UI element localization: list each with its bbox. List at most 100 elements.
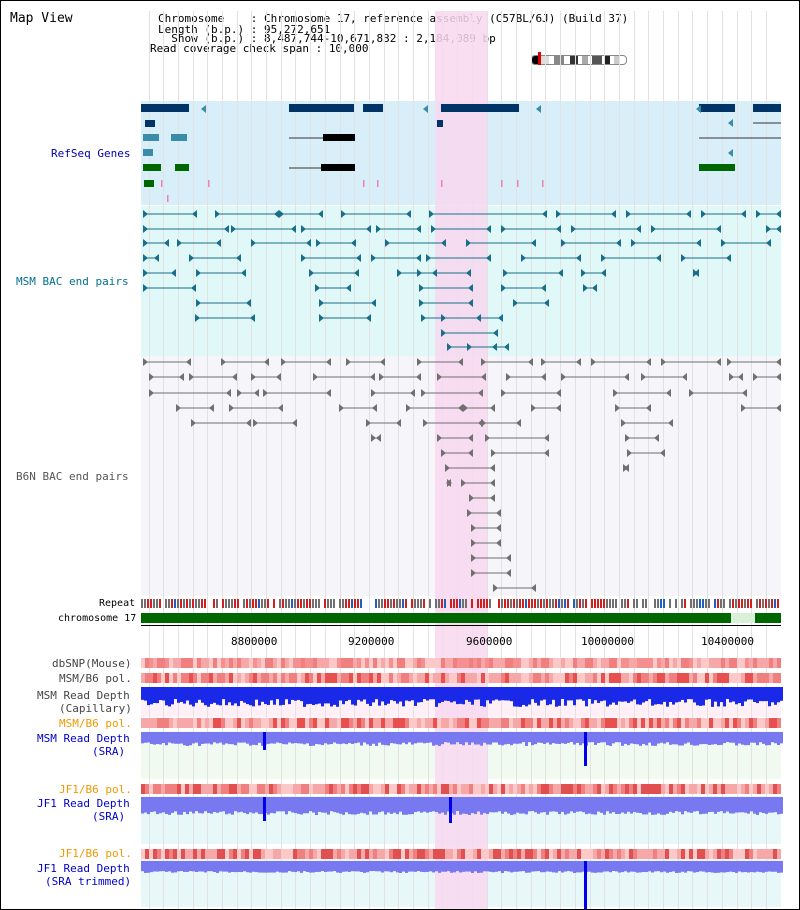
capillary-depth-bar bbox=[534, 687, 537, 703]
dbsnp-cell bbox=[545, 658, 549, 668]
jf1-trimmed-depth-bar bbox=[687, 861, 690, 872]
jf1-pol-cell bbox=[317, 784, 321, 794]
dbsnp-cell bbox=[169, 658, 173, 668]
jf1-pol-cell bbox=[589, 849, 593, 859]
msm-pol-cell bbox=[377, 673, 381, 683]
msm-pol-cell bbox=[321, 718, 325, 728]
jf1-trimmed-depth-bar bbox=[495, 861, 498, 872]
jf1-pol-cell bbox=[497, 784, 501, 794]
capillary-depth-bar bbox=[246, 687, 249, 705]
jf1-trimmed-depth-bar bbox=[270, 861, 273, 873]
msm-pol-cell bbox=[501, 673, 505, 683]
msm-sra-depth-bar bbox=[327, 732, 330, 745]
jf1-pol-cell bbox=[757, 849, 761, 859]
gridline bbox=[310, 11, 311, 909]
bac-end-marker bbox=[490, 404, 495, 412]
repeat-label[interactable]: Repeat bbox=[99, 598, 136, 609]
gene-feature bbox=[289, 104, 354, 112]
bac-end-marker bbox=[613, 389, 618, 397]
gridline bbox=[648, 11, 649, 909]
dbsnp-cell bbox=[449, 658, 453, 668]
capillary-depth-bar bbox=[525, 687, 528, 707]
bac-end-marker bbox=[309, 269, 314, 277]
bac-end-marker bbox=[544, 449, 549, 457]
msm-pol-cell bbox=[257, 673, 261, 683]
dbsnp-label[interactable]: dbSNP(Mouse) bbox=[52, 657, 132, 670]
capillary-depth-bar bbox=[372, 687, 375, 703]
msm-sra-depth-bar bbox=[414, 732, 417, 744]
jf1-read-depth-sra-label[interactable]: JF1 Read Depth bbox=[37, 797, 130, 810]
msm-sra-depth-bar bbox=[183, 732, 186, 746]
dbsnp-cell bbox=[153, 658, 157, 668]
msm-sra-depth-bar bbox=[396, 732, 399, 745]
repeat-mark bbox=[411, 599, 413, 608]
capillary-depth-bar bbox=[423, 687, 426, 700]
jf1-sra-depth-bar bbox=[753, 797, 756, 814]
jf1-sra-depth-bar bbox=[372, 797, 375, 815]
msm-sra-depth-bar bbox=[537, 732, 540, 743]
jf1-b6-pol-label-2[interactable]: JF1/B6 pol. bbox=[59, 847, 132, 860]
repeat-mark bbox=[324, 599, 326, 608]
msm-sra-depth-bar bbox=[639, 732, 642, 746]
b6n-bac-end-pairs-label[interactable]: B6N BAC end pairs bbox=[16, 470, 129, 483]
jf1-trimmed-depth-bar bbox=[723, 861, 726, 873]
msm-pol-cell bbox=[193, 718, 197, 728]
jf1-pol-cell bbox=[481, 849, 485, 859]
msm-pol-cell bbox=[501, 718, 505, 728]
chromosome-bar[interactable] bbox=[141, 613, 731, 623]
jf1-trimmed-depth-bar bbox=[540, 861, 543, 873]
msm-pol-cell bbox=[561, 673, 565, 683]
jf1-sra-depth-bar bbox=[402, 797, 405, 815]
bac-end-marker bbox=[326, 358, 331, 366]
jf1-pol-cell bbox=[393, 849, 397, 859]
jf1-b6-pol-label-1[interactable]: JF1/B6 pol. bbox=[59, 783, 132, 796]
repeat-mark bbox=[663, 599, 665, 608]
msm-pol-cell bbox=[697, 718, 701, 728]
msm-read-depth-sra-label[interactable]: MSM Read Depth bbox=[37, 732, 130, 745]
refseq-genes-label[interactable]: RefSeq Genes bbox=[51, 147, 131, 160]
dbsnp-cell bbox=[625, 658, 629, 668]
msm-pol-cell bbox=[385, 718, 389, 728]
bac-end-marker bbox=[624, 373, 629, 381]
msm-read-depth-capillary-label[interactable]: MSM Read Depth bbox=[37, 689, 130, 702]
highlight-region[interactable] bbox=[435, 11, 487, 909]
msm-pol-cell bbox=[265, 673, 269, 683]
bac-end-marker bbox=[501, 225, 506, 233]
dbsnp-cell bbox=[481, 658, 485, 668]
msm-pol-cell bbox=[737, 673, 741, 683]
msm-sra-depth-bar bbox=[525, 732, 528, 746]
jf1-pol-cell bbox=[357, 784, 361, 794]
capillary-depth-bar bbox=[174, 687, 177, 700]
gene-feature bbox=[363, 104, 383, 112]
dbsnp-cell bbox=[453, 658, 457, 668]
msm-pol-cell bbox=[489, 673, 493, 683]
msm-b6-pol-label-2[interactable]: MSM/B6 pol. bbox=[59, 717, 132, 730]
jf1-trimmed-depth-bar bbox=[174, 861, 177, 873]
repeat-mark bbox=[453, 599, 455, 608]
jf1-pol-cell bbox=[337, 849, 341, 859]
jf1-sra-depth-bar bbox=[174, 797, 177, 812]
jf1-pol-cell bbox=[477, 849, 481, 859]
jf1-pol-cell bbox=[465, 784, 469, 794]
jf1-pol-cell bbox=[257, 849, 261, 859]
chromosome-label[interactable]: chromosome 17 bbox=[58, 613, 137, 624]
jf1-pol-cell bbox=[401, 784, 405, 794]
msm-bac-end-pairs-label[interactable]: MSM BAC end pairs bbox=[16, 275, 129, 288]
msm-sra-depth-bar bbox=[252, 732, 255, 745]
jf1-trimmed-depth-bar bbox=[264, 861, 267, 873]
msm-pol-cell bbox=[621, 673, 625, 683]
repeat-mark bbox=[429, 599, 431, 608]
repeat-mark bbox=[234, 599, 236, 608]
dbsnp-cell bbox=[165, 658, 169, 668]
jf1-trimmed-depth-bar bbox=[573, 861, 576, 873]
jf1-pol-cell bbox=[549, 784, 553, 794]
dbsnp-cell bbox=[441, 658, 445, 668]
jf1-read-depth-trimmed-label[interactable]: JF1 Read Depth bbox=[37, 862, 130, 875]
gridline bbox=[619, 11, 620, 909]
capillary-depth-bar bbox=[483, 687, 486, 707]
jf1-sra-depth-bar bbox=[618, 797, 621, 814]
capillary-depth-bar bbox=[474, 687, 477, 700]
msm-sra-depth-bar bbox=[171, 732, 174, 744]
msm-b6-pol-label-1[interactable]: MSM/B6 pol. bbox=[59, 672, 132, 685]
jf1-pol-cell bbox=[625, 849, 629, 859]
